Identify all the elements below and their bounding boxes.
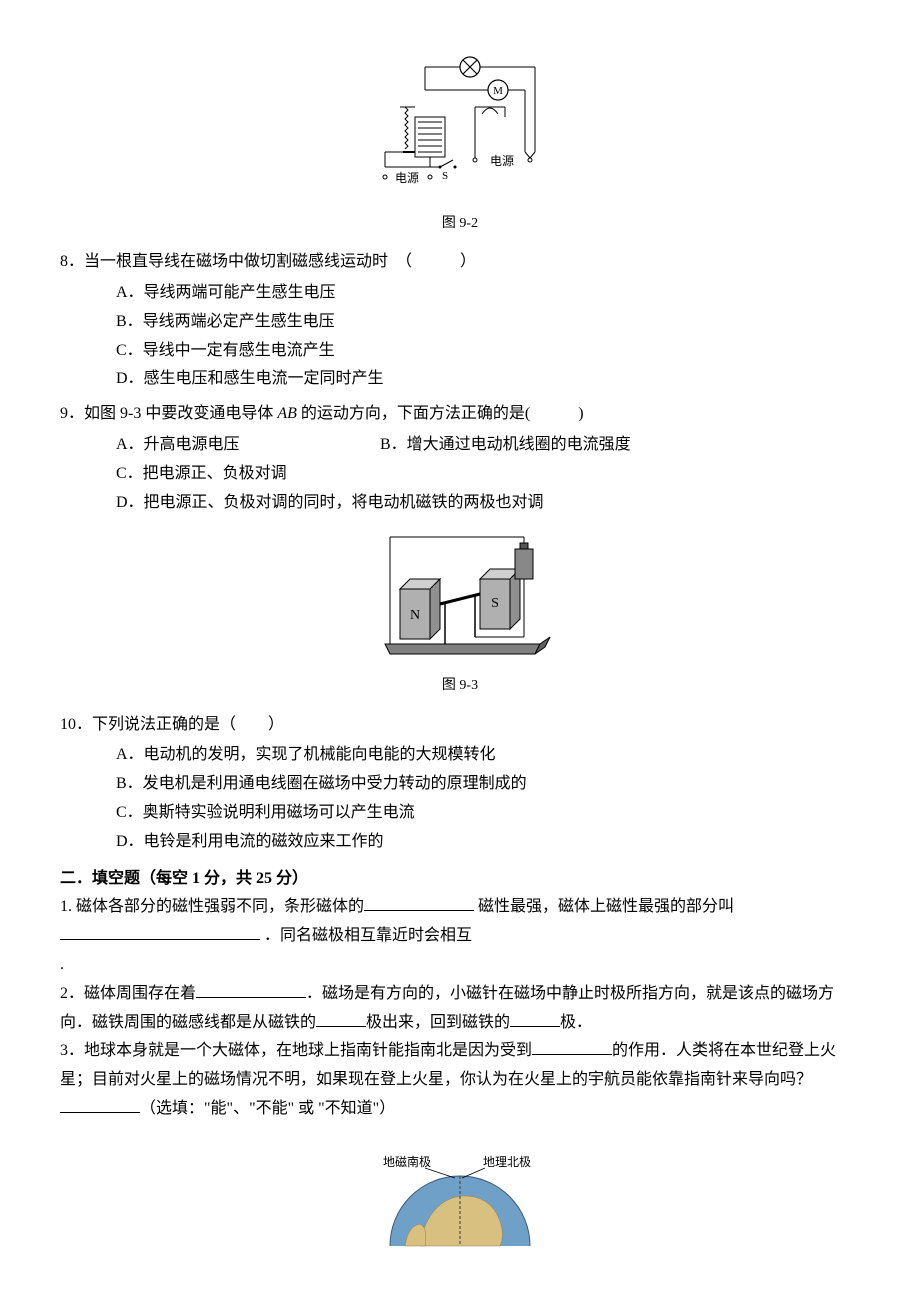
q9-ab: AB	[277, 405, 297, 422]
q10-opt-a: A．电动机的发明，实现了机械能向电能的大规模转化	[116, 741, 860, 770]
q10-stem: 10．下列说法正确的是（ ）	[60, 711, 860, 740]
earth-geo-north-label: 地理北极	[483, 1155, 531, 1169]
blank-2-2	[316, 1010, 366, 1027]
figure-9-3: N S 图 9-3	[60, 529, 860, 698]
q9-stem-pre: 9．如图 9-3 中要改变通电导体	[60, 405, 277, 422]
blank-3-2	[60, 1096, 140, 1113]
q8-opt-c: C．导线中一定有感生电流产生	[116, 337, 860, 366]
earth-mag-south-label: 地磁南极	[383, 1154, 431, 1169]
q9-row-ab: A．升高电源电压 B．增大通过电动机线圈的电流强度	[116, 431, 860, 460]
motor-9-3-svg: N S	[360, 529, 560, 669]
q9-opt-c: C．把电源正、负极对调	[116, 460, 860, 489]
q10-opt-d: D．电铃是利用电流的磁效应来工作的	[116, 828, 860, 857]
q9-stem: 9．如图 9-3 中要改变通电导体 AB 的运动方向，下面方法正确的是( )	[60, 400, 860, 429]
circuit-9-2-svg: M S 电源 电	[360, 52, 560, 207]
section2-title: 二．填空题（每空 1 分，共 25 分）	[60, 865, 860, 894]
magnet-s-label: S	[491, 596, 499, 611]
blank-1-2	[60, 923, 260, 940]
q9-opt-b: B．增大通过电动机线圈的电流强度	[380, 436, 631, 453]
q9-stem-post: 的运动方向，下面方法正确的是( )	[297, 405, 584, 422]
f2-mid2: 极出来，回到磁铁的	[366, 1014, 510, 1031]
f1-mid1: 磁性最强，磁体上磁性最强的部分叫	[474, 898, 734, 915]
q8-opt-b: B．导线两端必定产生感生电压	[116, 308, 860, 337]
switch-s-label: S	[442, 170, 448, 182]
meter-m-label: M	[493, 85, 503, 97]
blank-2-3	[510, 1010, 560, 1027]
f1-mid2: ．同名磁极相互靠近时会相互	[260, 927, 472, 944]
q8-opt-a: A．导线两端可能产生感生电压	[116, 279, 860, 308]
figure-9-3-caption: 图 9-3	[60, 673, 860, 698]
figure-9-2-caption: 图 9-2	[60, 211, 860, 236]
blank-2-1	[196, 981, 306, 998]
power2-label: 电源	[490, 154, 514, 168]
f1-end: .	[60, 951, 860, 980]
magnet-n-label: N	[410, 608, 420, 623]
blank-3-1	[532, 1038, 612, 1055]
f3-pre: 3．地球本身就是一个大磁体，在地球上指南针能指南北是因为受到	[60, 1042, 532, 1059]
fill-3: 3．地球本身就是一个大磁体，在地球上指南针能指南北是因为受到的作用．人类将在本世…	[60, 1037, 860, 1123]
q10-opt-b: B．发电机是利用通电线圈在磁场中受力转动的原理制成的	[116, 770, 860, 799]
f2-pre: 2．磁体周围存在着	[60, 985, 196, 1002]
earth-svg: 地磁南极 地理北极	[350, 1136, 570, 1256]
q8-stem: 8．当一根直导线在磁场中做切割磁感线运动时 （ ）	[60, 248, 860, 277]
q9-opt-a: A．升高电源电压	[116, 431, 376, 460]
power1-label: 电源	[395, 171, 419, 185]
figure-9-2: M S 电源 电	[60, 52, 860, 236]
f1-pre: 1. 磁体各部分的磁性强弱不同，条形磁体的	[60, 898, 364, 915]
q10-opt-c: C．奥斯特实验说明利用磁场可以产生电流	[116, 799, 860, 828]
f3-mid2: （选填："能"、"不能" 或 "不知道"）	[140, 1100, 395, 1117]
blank-1-1	[364, 894, 474, 911]
q9-opt-d: D．把电源正、负极对调的同时，将电动机磁铁的两极也对调	[116, 489, 860, 518]
fill-1: 1. 磁体各部分的磁性强弱不同，条形磁体的 磁性最强，磁体上磁性最强的部分叫 ．…	[60, 893, 860, 951]
fill-2: 2．磁体周围存在着．磁场是有方向的，小磁针在磁场中静止时极所指方向，就是该点的磁…	[60, 980, 860, 1038]
q8-opt-d: D．感生电压和感生电流一定同时产生	[116, 365, 860, 394]
figure-earth: 地磁南极 地理北极	[60, 1136, 860, 1256]
f2-end: 极．	[560, 1014, 592, 1031]
